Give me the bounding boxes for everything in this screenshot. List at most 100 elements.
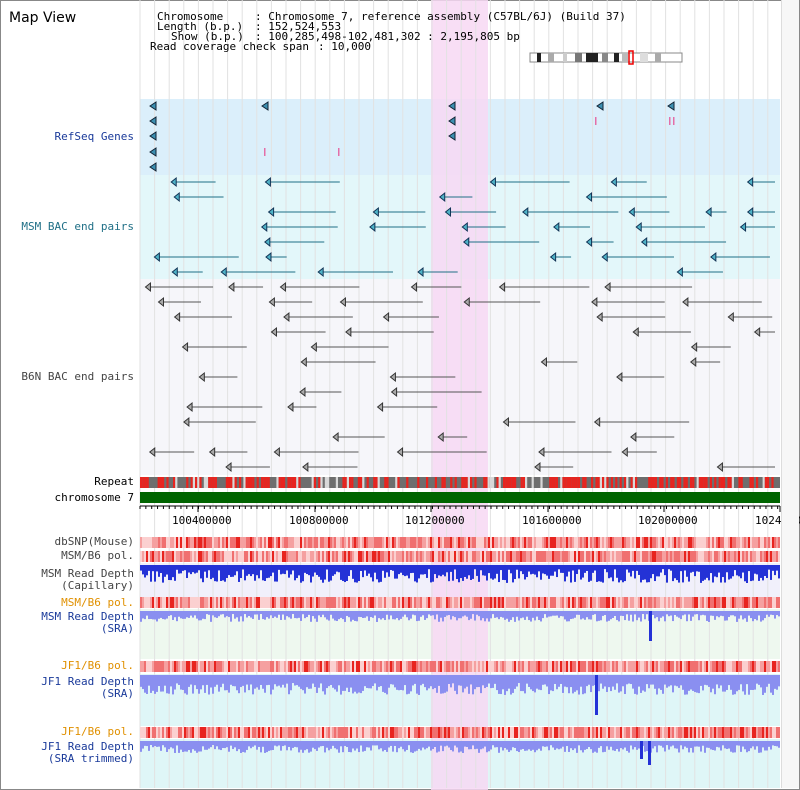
repeat-segment (173, 477, 176, 488)
msm-b6-pol-2-heat-cell (164, 597, 166, 608)
msm-b6-pol-2-heat-cell (454, 597, 456, 608)
msm-b6-pol-2-heat-cell (356, 597, 358, 608)
dbsnp-heat-cell (516, 537, 518, 548)
repeat-segment (610, 477, 613, 488)
dbsnp-heat-cell (640, 537, 642, 548)
msm-b6-pol-heat-cell (596, 551, 598, 562)
msm-b6-pol-2-heat-cell (634, 597, 636, 608)
msm-sra-depth-bar (738, 611, 740, 619)
msm-b6-pol-heat-cell (728, 551, 730, 562)
b6n-end-marker (186, 401, 193, 413)
msm-sra-depth-bar (598, 611, 600, 621)
msm-b6-pol-2-heat-cell (602, 597, 604, 608)
msm-b6-pol-heat-cell (342, 551, 344, 562)
msm-sra-depth-bar (252, 611, 254, 619)
jf1-b6-pol-heat-cell (676, 661, 678, 672)
jf1-sra-depth-bar (460, 675, 462, 686)
msm-b6-pol-heat-cell (640, 551, 642, 562)
msm-b6-pol-heat-cell (348, 551, 350, 562)
jf1-b6-pol-heat-cell (658, 661, 660, 672)
msm-b6-pol-2-heat-cell (584, 597, 586, 608)
dbsnp-heat-cell (180, 537, 182, 548)
jf1-sra-depth-bar (644, 675, 646, 692)
msm-b6-pol-2-heat-cell (458, 597, 460, 608)
jf1-sra-depth-bar (612, 675, 614, 687)
msm-capillary-depth-bar (706, 565, 708, 578)
msm-sra-depth-bar (636, 611, 638, 621)
jf1-b6-pol-heat-cell (598, 661, 600, 672)
msm-capillary-depth-bar (374, 565, 376, 573)
jf1-b6-pol-heat-cell (774, 661, 776, 672)
vertical-scrollbar[interactable] (781, 0, 799, 788)
msm-capillary-depth-bar (712, 565, 714, 583)
repeat-segment (696, 477, 699, 488)
dbsnp-heat-cell (542, 537, 544, 548)
jf1-trimmed-depth-bar (208, 741, 210, 749)
jf1-trimmed-depth-bar (542, 741, 544, 747)
repeat-segment (454, 477, 457, 488)
jf1-trimmed-depth-bar (194, 741, 196, 751)
msm-sra-depth-bar (714, 611, 716, 620)
jf1-b6-pol-heat-cell (190, 661, 192, 672)
dbsnp-heat-cell (212, 537, 214, 548)
jf1-b6-pol-heat-cell (710, 661, 712, 672)
jf1-trimmed-depth-bar (598, 741, 600, 748)
jf1-trimmed-depth-bar (496, 741, 498, 748)
bac-end-marker (173, 191, 180, 203)
msm-b6-pol-2-heat-cell (230, 597, 232, 608)
msm-b6-pol-2-heat-cell (598, 597, 600, 608)
msm-capillary-depth-bar (266, 565, 268, 579)
jf1-sra-depth-bar (632, 675, 634, 689)
jf1-b6-pol-2-heat-cell (452, 727, 454, 738)
msm-sra-depth-bar (772, 611, 774, 616)
jf1-b6-pol-2-heat-cell (362, 727, 364, 738)
msm-b6-pol-heat-cell (672, 551, 674, 562)
msm-sra-depth-bar (226, 611, 228, 617)
dbsnp-heat-cell (490, 537, 492, 548)
msm-b6-pol-heat-cell (612, 551, 614, 562)
msm-b6-pol-heat-cell (208, 551, 210, 562)
jf1-b6-pol-heat-cell (340, 661, 342, 672)
dbsnp-heat-cell (184, 537, 186, 548)
b6n-end-marker (604, 281, 611, 293)
msm-capillary-depth-bar (282, 565, 284, 574)
repeat-segment (566, 477, 569, 488)
jf1-b6-pol-2-heat-cell (640, 727, 642, 738)
b6n-end-marker (593, 416, 601, 428)
msm-capillary-depth-bar (708, 565, 710, 581)
msm-capillary-depth-bar (314, 565, 316, 573)
jf1-b6-pol-2-heat-cell (510, 727, 512, 738)
jf1-trimmed-depth-bar (246, 741, 248, 750)
bac-end-marker (461, 221, 468, 233)
jf1-b6-pol-heat-cell (236, 661, 238, 672)
msm-sra-depth-bar (722, 611, 724, 617)
repeat-segment (239, 477, 242, 488)
gene-tick (338, 148, 340, 156)
msm-capillary-depth-bar (152, 565, 154, 572)
jf1-b6-pol-2-heat-cell (558, 727, 560, 738)
msm-b6-pol-heat-cell (620, 551, 622, 562)
msm-b6-pol-heat-cell (340, 551, 342, 562)
msm-capillary-depth-bar (736, 565, 738, 576)
msm-b6-pol-heat-cell (232, 551, 234, 562)
jf1-b6-pol-2-heat-cell (774, 727, 776, 738)
dbsnp-heat-cell (312, 537, 314, 548)
msm-sra-depth-bar (452, 611, 454, 617)
repeat-segment (630, 477, 633, 488)
msm-b6-pol-2-heat-cell (758, 597, 760, 608)
jf1-sra-depth-bar (422, 675, 424, 684)
jf1-b6-pol-heat-cell (430, 661, 432, 672)
repeat-segment (373, 477, 376, 488)
jf1-b6-pol-2-heat-cell (234, 727, 236, 738)
jf1-sra-depth-bar (158, 675, 160, 687)
jf1-b6-pol-heat-cell (202, 661, 204, 672)
jf1-sra-depth-bar (720, 675, 722, 686)
repeat-segment (698, 477, 701, 488)
msm-b6-pol-heat-cell (700, 551, 702, 562)
repeat-segment (463, 477, 466, 488)
jf1-sra-depth-bar (494, 675, 496, 684)
dbsnp-heat-cell (500, 537, 502, 548)
msm-b6-pol-heat-cell (634, 551, 636, 562)
jf1-sra-depth-bar (722, 675, 724, 692)
